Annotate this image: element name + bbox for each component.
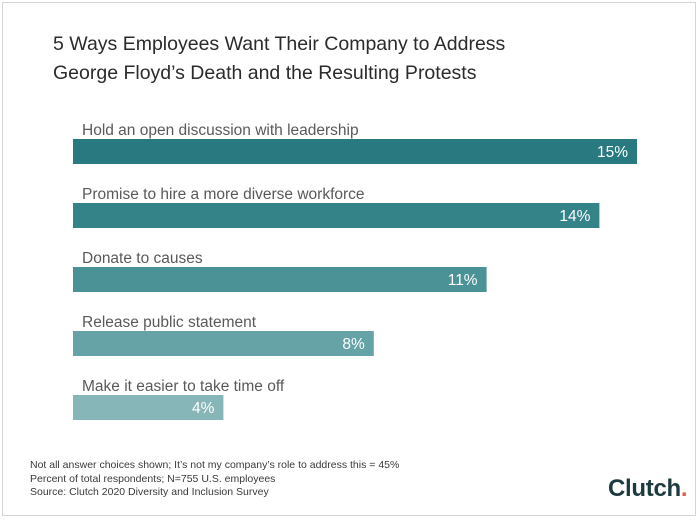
clutch-logo: Clutch. [608, 475, 688, 502]
bar [73, 203, 600, 228]
value-label: 15% [597, 144, 628, 161]
chart-notes: Not all answer choices shown; It’s not m… [30, 459, 399, 500]
chart-title: 5 Ways Employees Want Their Company to A… [53, 30, 505, 88]
category-label: Promise to hire a more diverse workforce [82, 186, 365, 203]
value-label: 4% [192, 400, 215, 417]
value-label: 8% [342, 336, 365, 353]
note-source: Source: Clutch 2020 Diversity and Inclus… [30, 486, 269, 499]
category-label: Donate to causes [82, 250, 203, 267]
category-label: Make it easier to take time off [82, 378, 285, 395]
value-label: 11% [448, 272, 478, 289]
bar [73, 395, 224, 420]
chart-frame [2, 2, 696, 516]
chart-title-line-2: George Floyd’s Death and the Resulting P… [53, 62, 477, 84]
bar [73, 139, 637, 164]
value-label: 14% [559, 208, 590, 225]
bar [73, 331, 374, 356]
note-respondents: Percent of total respondents; N=755 U.S.… [30, 472, 276, 485]
chart-title-line-1: 5 Ways Employees Want Their Company to A… [53, 33, 506, 55]
note-answer-choices: Not all answer choices shown; It’s not m… [30, 459, 400, 471]
category-label: Hold an open discussion with leadership [82, 122, 359, 139]
bar [73, 267, 487, 292]
category-label: Release public statement [82, 314, 257, 331]
